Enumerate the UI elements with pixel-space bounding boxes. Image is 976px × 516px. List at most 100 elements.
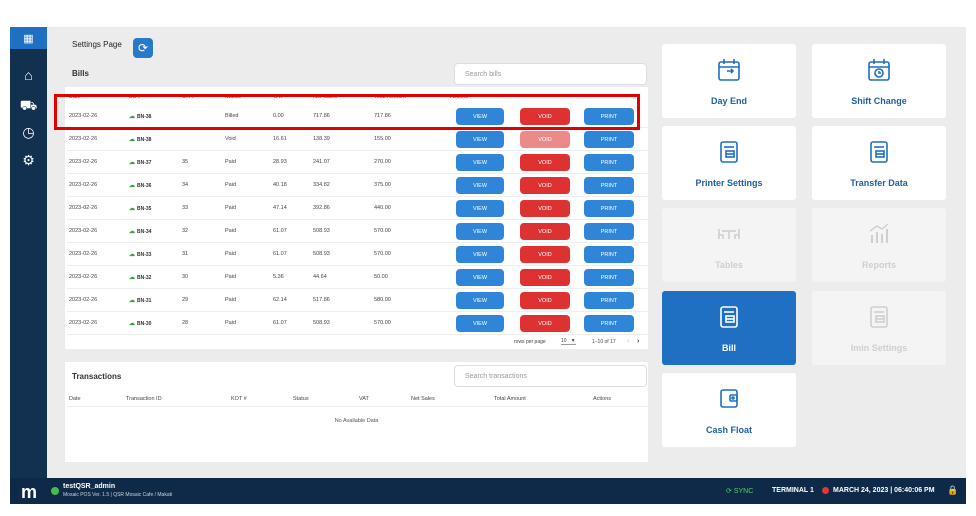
view-button[interactable]: VIEW (456, 154, 504, 171)
record-dot-icon (822, 487, 829, 494)
bill-status: Paid (225, 297, 237, 303)
bills-column-header[interactable]: Bill # (129, 94, 141, 100)
bill-vat: 40.18 (273, 182, 287, 188)
print-button[interactable]: PRINT (584, 108, 634, 125)
tile-bill[interactable]: Bill (662, 291, 796, 365)
online-status-icon (51, 487, 59, 495)
rows-per-page-value: 10 (561, 338, 567, 344)
void-button[interactable]: VOID (520, 315, 570, 332)
view-button[interactable]: VIEW (456, 269, 504, 286)
void-button[interactable]: VOID (520, 200, 570, 217)
print-button[interactable]: PRINT (584, 200, 634, 217)
transactions-column-header: Status (293, 396, 309, 402)
refresh-button[interactable]: ⟳ (133, 38, 153, 58)
bill-number-text: BN-34 (137, 229, 152, 235)
row-divider (67, 150, 648, 151)
transactions-column-header: VAT (359, 396, 369, 402)
grid-menu-icon[interactable]: ▦ (10, 27, 47, 49)
calendar-exit-icon (715, 56, 743, 84)
view-button[interactable]: VIEW (456, 200, 504, 217)
void-button[interactable]: VOID (520, 223, 570, 240)
tile-label: Shift Change (851, 96, 907, 106)
print-button[interactable]: PRINT (584, 223, 634, 240)
void-button[interactable]: VOID (520, 246, 570, 263)
bill-number-text: BN-38 (137, 114, 152, 120)
row-divider (67, 334, 648, 335)
tile-day-end[interactable]: Day End (662, 44, 796, 118)
bills-column-header: Actions (450, 94, 469, 100)
gear-icon[interactable]: ⚙ (22, 152, 35, 168)
bill-number-text: BN-30 (137, 321, 152, 327)
pos-app: ▦ ⌂ ⛟ ◷ ⚙ Settings Page ⟳ Bills Search b… (10, 27, 966, 504)
tile-transfer-data[interactable]: Transfer Data (812, 126, 946, 200)
void-button[interactable]: VOID (520, 108, 570, 125)
next-page-icon[interactable]: › (637, 338, 640, 345)
wallet-icon (715, 385, 743, 413)
transactions-title: Transactions (72, 372, 122, 381)
empty-state: No Available Data (334, 418, 379, 424)
prev-page-icon: ‹ (627, 338, 630, 345)
tile-label: Reports (861, 260, 896, 270)
print-button[interactable]: PRINT (584, 177, 634, 194)
sync-button[interactable]: ⟳ SYNC (726, 487, 753, 495)
bill-number-text: BN-38 (137, 137, 152, 143)
view-button[interactable]: VIEW (456, 108, 504, 125)
print-button[interactable]: PRINT (584, 246, 634, 263)
bill-total: 155.00 (374, 136, 391, 142)
cloud-synced-icon: ☁ (129, 252, 135, 258)
lock-icon[interactable]: 🔒 (947, 485, 959, 495)
print-button[interactable]: PRINT (584, 131, 634, 148)
tile-printer-settings[interactable]: Printer Settings (662, 126, 796, 200)
void-button[interactable]: VOID (520, 269, 570, 286)
bills-title: Bills (72, 69, 89, 78)
bill-date: 2023-02-26 (69, 205, 98, 211)
tile-label: Imin Settings (850, 343, 908, 353)
row-divider (67, 288, 648, 289)
print-button[interactable]: PRINT (584, 315, 634, 332)
bills-column-header: Status (225, 94, 241, 100)
print-button[interactable]: PRINT (584, 154, 634, 171)
view-button[interactable]: VIEW (456, 223, 504, 240)
cashier-icon[interactable]: ⛟ (19, 97, 38, 113)
or-number: 35 (182, 159, 189, 165)
app-version: Mosaic POS Ver. 1.5 | QSR Mosaic Cafe / … (63, 492, 173, 498)
clock-icon[interactable]: ◷ (22, 124, 35, 140)
view-button[interactable]: VIEW (456, 246, 504, 263)
void-button[interactable]: VOID (520, 292, 570, 309)
bill-number: ☁ BN-35 (129, 205, 151, 212)
void-button[interactable]: VOID (520, 177, 570, 194)
view-button[interactable]: VIEW (456, 177, 504, 194)
bills-search-input[interactable]: Search bills (454, 63, 647, 85)
tile-tables: Tables (662, 208, 796, 282)
bill-number: ☁ BN-33 (129, 251, 151, 258)
bill-number: ☁ BN-34 (129, 228, 151, 235)
view-button[interactable]: VIEW (456, 131, 504, 148)
terminal-label: TERMINAL 1 (772, 487, 814, 494)
print-button[interactable]: PRINT (584, 269, 634, 286)
tile-imin-settings: Imin Settings (812, 291, 946, 365)
bill-date: 2023-02-26 (69, 159, 98, 165)
bill-total: 570.00 (374, 320, 391, 326)
rows-per-page-select[interactable]: 10 ▼ (561, 338, 576, 345)
receipt-icon (715, 138, 743, 166)
void-button[interactable]: VOID (520, 154, 570, 171)
print-button[interactable]: PRINT (584, 292, 634, 309)
transactions-search-input[interactable]: Search transactions (454, 365, 647, 387)
sidebar: ▦ ⌂ ⛟ ◷ ⚙ (10, 27, 47, 478)
bill-vat: 62.14 (273, 297, 287, 303)
tile-cash-float[interactable]: Cash Float (662, 373, 796, 447)
table-icon (715, 220, 743, 248)
highlight-box (54, 94, 640, 130)
view-button[interactable]: VIEW (456, 315, 504, 332)
transactions-search-placeholder: Search transactions (465, 373, 527, 380)
bill-total: 440.00 (374, 205, 391, 211)
bill-status: Billed (225, 113, 239, 119)
rows-per-page-label: rows per page (514, 339, 546, 345)
or-number: 34 (182, 182, 189, 188)
cloud-synced-icon: ☁ (129, 229, 135, 235)
view-button[interactable]: VIEW (456, 292, 504, 309)
tile-shift-change[interactable]: Shift Change (812, 44, 946, 118)
bill-date: 2023-02-26 (69, 182, 98, 188)
bill-vat: 5.36 (273, 274, 284, 280)
home-icon[interactable]: ⌂ (24, 67, 33, 83)
